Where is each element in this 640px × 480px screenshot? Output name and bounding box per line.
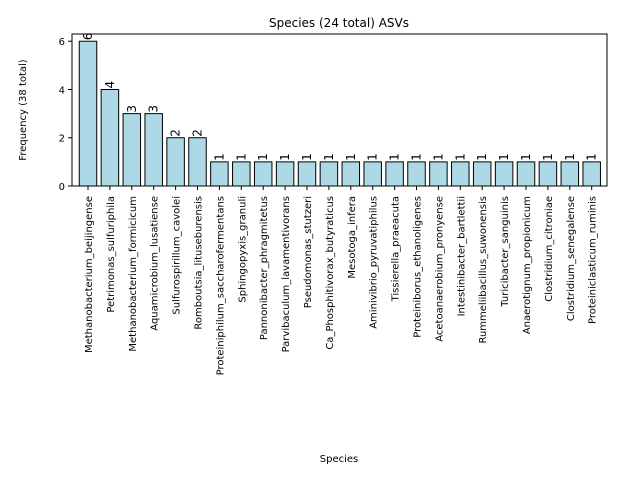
- bar-value-label: 2: [169, 129, 183, 137]
- x-axis-label: Species: [320, 454, 359, 465]
- x-tick-label: Methanobacterium_formicicum: [128, 196, 139, 352]
- y-axis-label: Frequency (38 total): [18, 59, 29, 161]
- bar: [582, 161, 601, 187]
- bar-value-label: 6: [81, 33, 95, 41]
- bar-value-label: 1: [431, 153, 445, 161]
- bar: [122, 113, 142, 187]
- bar-value-label: 1: [410, 153, 424, 161]
- x-tick-label: Sphingopyxis_granuli: [237, 196, 248, 303]
- x-tick-label: Parvibaculum_lavamentivorans: [281, 196, 292, 352]
- x-tick-label: Intestinibacter_bartlettii: [456, 196, 467, 316]
- y-tick-label: 2: [59, 134, 65, 145]
- y-tick-label: 0: [59, 182, 65, 193]
- bar-value-label: 4: [103, 81, 117, 89]
- bar: [538, 161, 558, 187]
- x-tick-label: Ca_Phosphitivorax_butyraticus: [325, 196, 336, 350]
- bar: [275, 161, 295, 187]
- bar-value-label: 1: [497, 153, 511, 161]
- bar: [100, 88, 120, 187]
- x-tick-label: Tissierella_praeacuta: [391, 196, 402, 302]
- bars-group: [78, 40, 601, 187]
- bar: [472, 161, 492, 187]
- bar-value-label: 1: [212, 153, 226, 161]
- x-tick-label: Acetoanaerobium_pronyense: [434, 196, 445, 342]
- x-tick-label: Sulfurospirillum_cavolei: [172, 196, 183, 315]
- bar: [78, 40, 98, 187]
- bar-value-label: 1: [366, 153, 380, 161]
- bar: [385, 161, 404, 187]
- bar-value-label: 3: [125, 105, 139, 113]
- chart-title: Species (24 total) ASVs: [269, 16, 409, 30]
- bar-value-label: 1: [300, 153, 314, 161]
- x-tick-label: Pannonibacter_phragmitetus: [259, 196, 270, 340]
- bar: [253, 161, 273, 187]
- bar: [560, 161, 580, 187]
- x-axis: Methanobacterium_beijingense Petrimonas_s…: [84, 186, 599, 375]
- bar: [363, 161, 382, 187]
- bar-value-label: 2: [191, 129, 205, 137]
- x-tick-label: Clostridium_citroniae: [544, 196, 555, 302]
- bar: [188, 137, 207, 187]
- x-tick-label: Rummeliibacillus_suwonensis: [478, 196, 489, 344]
- x-tick-label: Mesotoga_infera: [347, 196, 358, 279]
- bar-value-label: 3: [147, 105, 161, 113]
- bar: [319, 161, 339, 187]
- bar: [407, 161, 426, 187]
- bar-value-label: 1: [475, 153, 489, 161]
- x-tick-label: Petrimonas_sulfuriphila: [106, 196, 117, 313]
- bar: [166, 137, 185, 187]
- bar: [451, 161, 470, 187]
- bar: [144, 113, 163, 187]
- x-tick-label: Pseudomonas_stutzeri: [303, 196, 314, 308]
- bar: [516, 161, 536, 187]
- bar-value-label: 1: [388, 153, 402, 161]
- bar: [341, 161, 361, 187]
- x-tick-label: Aminivibrio_pyruvatiphilus: [369, 196, 380, 329]
- bar-value-label: 1: [519, 153, 533, 161]
- bar: [494, 161, 514, 187]
- bar: [232, 161, 251, 187]
- y-tick-label: 4: [59, 85, 65, 96]
- data-labels-group: 643 32 21 1 1 1 1 1 1 1 1 1 1 1 1 1 1 1 1 1: [81, 33, 599, 161]
- plot-frame: [71, 33, 608, 187]
- x-tick-label: Proteiniborus_ethanoligenes: [413, 196, 424, 338]
- bar-value-label: 1: [585, 153, 599, 161]
- bar-value-label: 1: [234, 153, 248, 161]
- bar: [210, 161, 229, 187]
- bar-value-label: 1: [278, 153, 292, 161]
- bar-value-label: 1: [256, 153, 270, 161]
- x-tick-label: Methanobacterium_beijingense: [84, 196, 95, 353]
- bar-value-label: 1: [344, 153, 358, 161]
- bar-value-label: 1: [541, 153, 555, 161]
- x-tick-label: Aquamicrobium_lusatiense: [150, 196, 161, 331]
- bar: [429, 161, 448, 187]
- x-tick-label: Proteiniphilum_saccharofermentans: [215, 196, 226, 375]
- bar-value-label: 1: [322, 153, 336, 161]
- y-tick-label: 6: [59, 37, 65, 48]
- bar: [297, 161, 317, 187]
- y-axis: 0 2 4 6: [59, 37, 72, 193]
- bar-value-label: 1: [453, 153, 467, 161]
- x-tick-label: Anaerotignum_propionicum: [522, 196, 533, 334]
- bar-value-label: 1: [563, 153, 577, 161]
- x-tick-label: Clostridium_senegalense: [566, 196, 577, 321]
- x-tick-label: Romboutsia_lituseburensis: [194, 196, 205, 330]
- x-tick-label: Proteiniclasticum_ruminis: [588, 196, 599, 324]
- x-tick-label: Turicibacter_sanguinis: [500, 196, 511, 308]
